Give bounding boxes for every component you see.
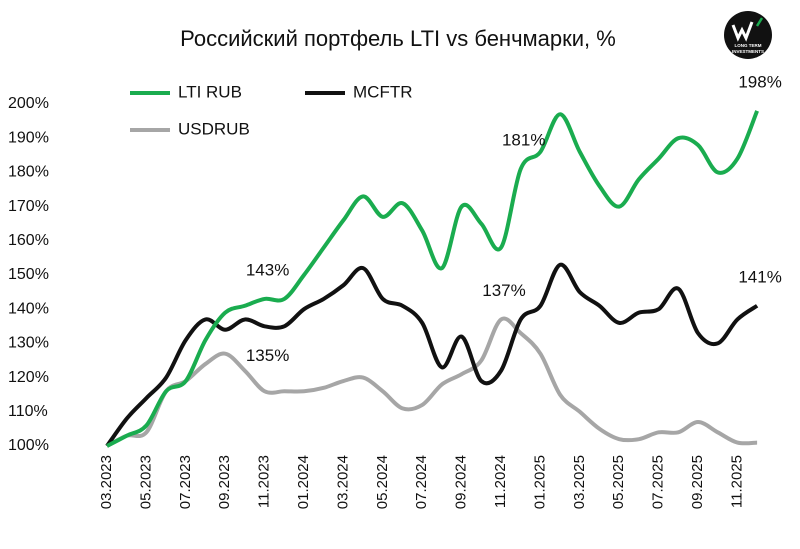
x-tick-label: 09.2025	[689, 455, 706, 509]
x-tick-label: 09.2023	[216, 455, 233, 509]
x-tick-label: 01.2025	[531, 455, 548, 509]
y-tick-label: 180%	[8, 164, 49, 181]
series-line	[105, 262, 759, 448]
series-line	[106, 316, 758, 448]
x-tick-label: 11.2023	[256, 455, 273, 508]
legend-label: LTI RUB	[178, 82, 242, 101]
logo-text: LONG TERM	[735, 43, 762, 48]
x-tick-label: 01.2024	[295, 455, 312, 509]
chart-title: Российский портфель LTI vs бенчмарки, %	[180, 26, 616, 51]
y-tick-label: 110%	[8, 403, 48, 420]
data-label: 141%	[738, 267, 781, 286]
y-tick-label: 130%	[8, 335, 49, 352]
data-label: 143%	[246, 260, 289, 279]
x-tick-label: 07.2023	[177, 455, 194, 509]
x-tick-label: 07.2024	[413, 455, 430, 509]
series-line	[106, 110, 759, 448]
y-tick-label: 120%	[8, 369, 49, 386]
data-label: 137%	[482, 281, 525, 300]
y-tick-label: 160%	[8, 232, 49, 249]
x-tick-label: 03.2023	[98, 455, 115, 509]
logo: LONG TERM INVESTMENTS	[724, 11, 772, 59]
x-tick-label: 05.2024	[374, 455, 391, 509]
logo-icon	[731, 21, 754, 42]
x-tick-label: 05.2025	[610, 455, 627, 509]
y-tick-label: 140%	[8, 300, 49, 317]
logo-text: INVESTMENTS	[732, 49, 764, 54]
x-tick-label: 11.2024	[492, 455, 509, 508]
y-tick-label: 100%	[8, 437, 49, 454]
legend-label: MCFTR	[353, 82, 412, 101]
data-label: 135%	[246, 346, 289, 365]
logo-arrow	[755, 17, 764, 27]
data-label: 198%	[738, 72, 781, 91]
x-tick-label: 09.2024	[453, 455, 470, 509]
x-tick-label: 07.2025	[650, 455, 667, 509]
y-tick-label: 200%	[8, 95, 49, 112]
x-tick-label: 11.2025	[728, 455, 745, 508]
x-tick-label: 03.2024	[334, 455, 351, 509]
data-label: 181%	[502, 130, 545, 149]
y-tick-label: 150%	[8, 266, 49, 283]
x-tick-label: 03.2025	[571, 455, 588, 509]
y-tick-label: 190%	[8, 129, 49, 146]
legend-label: USDRUB	[178, 119, 250, 138]
x-tick-label: 05.2023	[137, 455, 154, 509]
y-tick-label: 170%	[8, 198, 49, 215]
